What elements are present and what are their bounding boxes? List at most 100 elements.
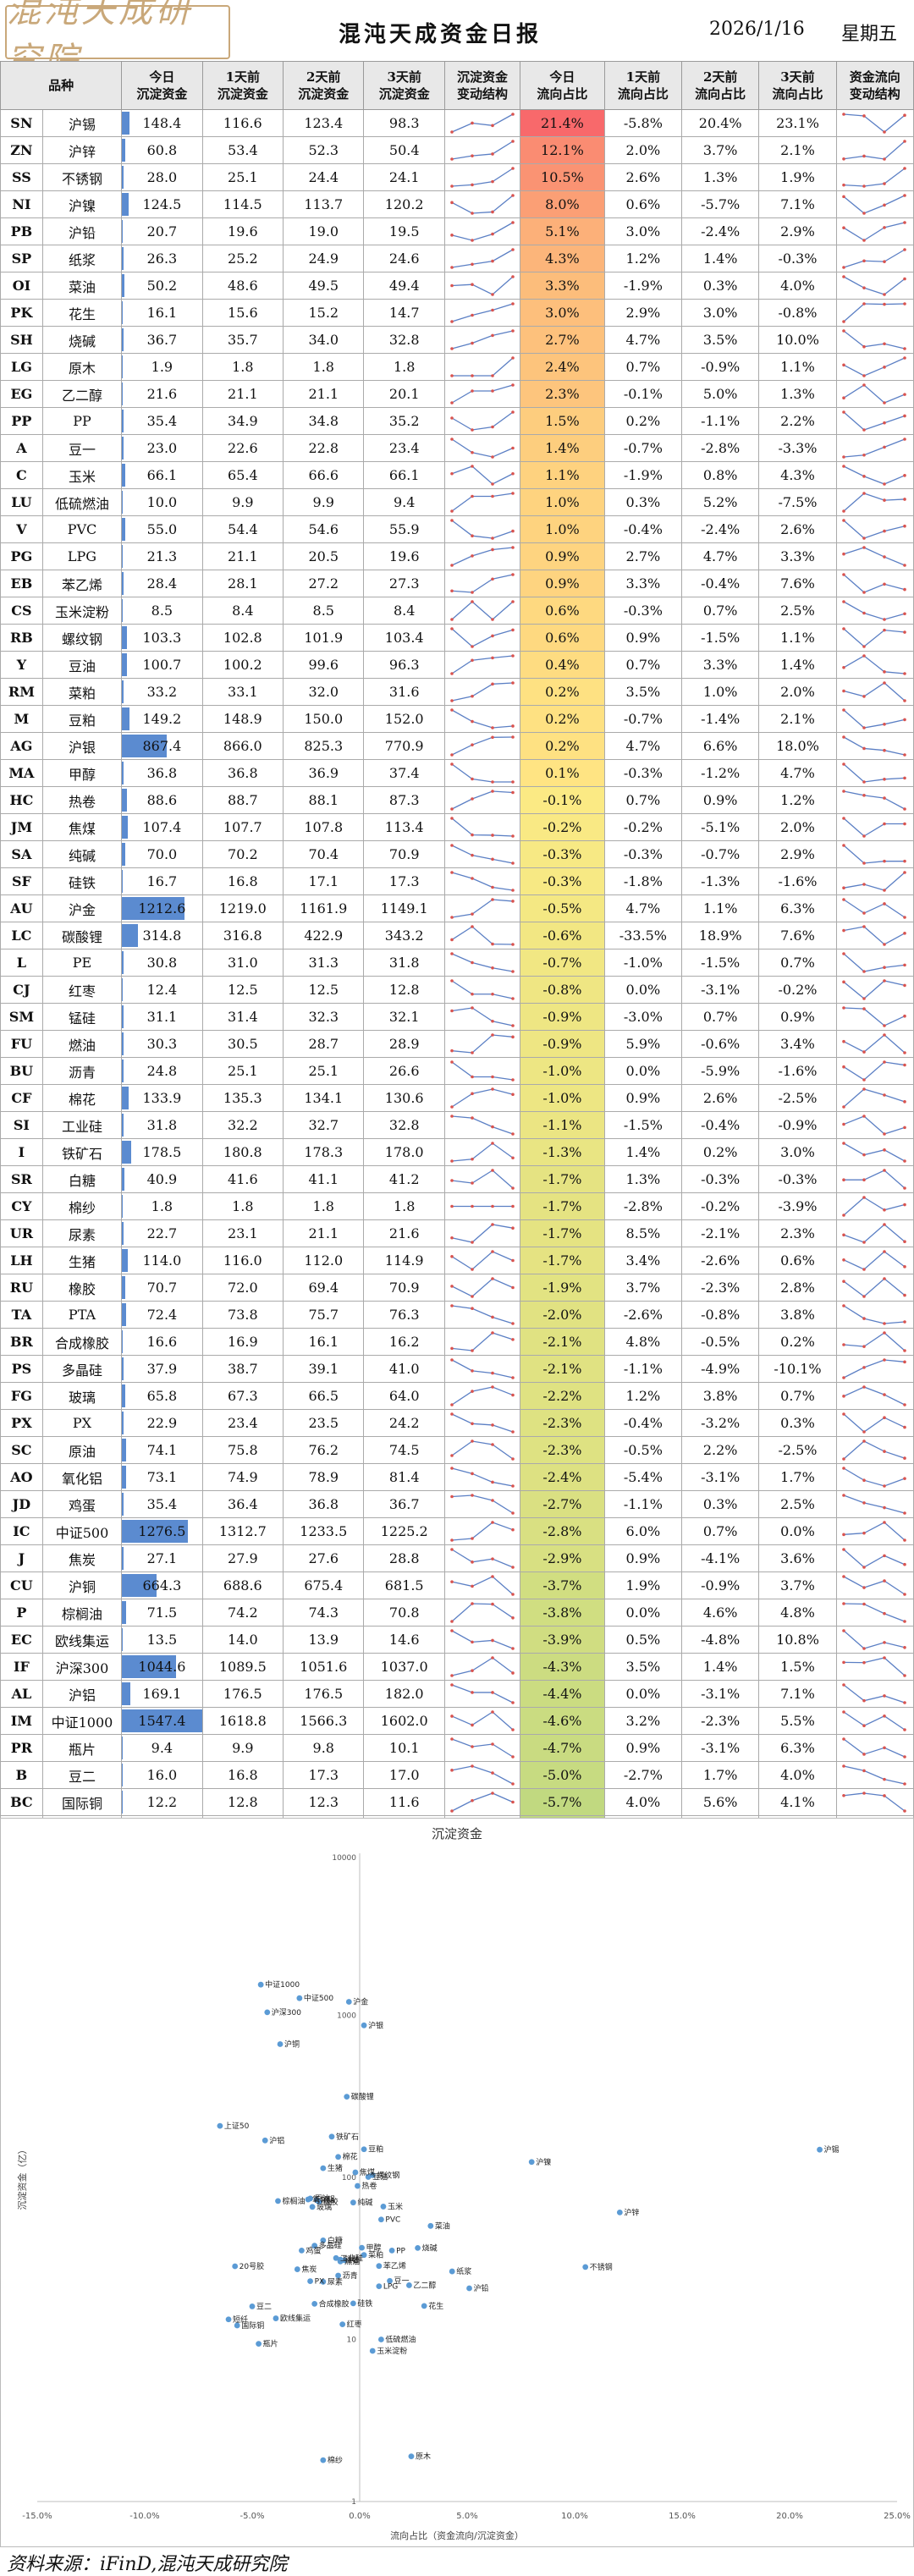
sparkline [452,1008,513,1026]
fund-2d-value: 15.2 [284,300,364,327]
point-label: 棉花 [343,2152,358,2162]
variety-code: Y [1,652,43,679]
flow-spark-cell [836,625,913,652]
sparkline-point [862,239,866,242]
point-label: 豆二 [256,2302,272,2311]
point-label: 豆粕 [368,2144,383,2155]
fund-2d-value: 24.9 [284,245,364,272]
col-header-1d-flow: 1天前流向占比 [604,62,681,110]
flow-1d-value: 2.9% [604,300,681,327]
sparkline-point [903,302,906,305]
sparkline [452,1604,513,1621]
sparkline-point [883,1450,886,1453]
flow-sparkline [837,625,911,651]
today-fund-cell: 65.8 [122,1383,202,1410]
fund-data-bar [122,843,125,866]
sparkline-point [862,1366,866,1369]
fund-3d-value: 64.0 [364,1383,444,1410]
fund-2d-value: 675.4 [284,1572,364,1599]
fund-sparkline [445,1410,520,1436]
sparkline-point [491,1205,494,1208]
fund-3d-value: 1602.0 [364,1708,444,1735]
fund-data-bar [122,789,126,812]
flow-3d-value: 18.0% [759,733,836,760]
fund-3d-value: 28.8 [364,1545,444,1572]
today-fund-value: 9.4 [151,1740,173,1756]
report-weekday: 星期五 [841,19,897,46]
fund-3d-value: 24.6 [364,245,444,272]
sparkline-point [862,286,866,289]
today-fund-cell: 16.6 [122,1329,202,1356]
variety-name: 菜粕 [42,679,121,706]
fund-2d-value: 99.6 [284,652,364,679]
today-flow-value: -2.1% [520,1356,605,1383]
fund-1d-value: 21.1 [202,381,283,408]
today-fund-value: 1212.6 [138,900,185,916]
fund-1d-value: 114.5 [202,191,283,218]
variety-name: 国际铜 [42,1789,121,1816]
flow-1d-value: 0.0% [604,977,681,1004]
today-fund-cell: 133.9 [122,1085,202,1112]
sparkline-point [491,683,494,686]
fund-data-bar [122,1303,125,1326]
flow-spark-cell [836,1789,913,1816]
sparkline-point [491,1126,494,1129]
sparkline-point [491,1575,494,1578]
point-label: 纯碱 [357,2198,372,2208]
flow-1d-value: 4.8% [604,1329,681,1356]
fund-1d-value: 1618.8 [202,1708,283,1735]
sparkline [452,195,513,213]
point-label: 原木 [416,2452,431,2462]
variety-name: 菜油 [42,272,121,300]
fund-1d-value: 31.0 [202,949,283,977]
fund-sparkline [445,354,520,380]
flow-sparkline [837,1356,911,1382]
fund-3d-value: 16.2 [364,1329,444,1356]
variety-name: 棉花 [42,1085,121,1112]
variety-name: 硅铁 [42,868,121,895]
sparkline-point [511,681,515,685]
sparkline-point [491,1603,494,1606]
today-fund-value: 149.2 [142,711,181,727]
sparkline [452,927,513,944]
sparkline-point [903,823,906,826]
today-flow-value: -3.8% [520,1599,605,1627]
sparkline-point [883,1656,886,1660]
today-flow-value: -0.6% [520,922,605,949]
flow-sparkline [837,1735,911,1761]
flow-3d-value: 2.3% [759,1220,836,1247]
flow-1d-value: 6.0% [604,1518,681,1545]
sparkline-point [842,573,845,576]
fund-2d-value: 66.6 [284,462,364,489]
fund-2d-value: 25.1 [284,1058,364,1085]
fund-2d-value: 21.1 [284,1220,364,1247]
fund-sparkline [445,1789,520,1815]
fund-3d-value: 178.0 [364,1139,444,1166]
point-label: 上证50 [224,2122,250,2131]
sparkline [844,304,905,322]
sparkline [452,1089,513,1107]
flow-spark-cell [836,354,913,381]
sparkline-point [862,794,866,797]
today-fund-cell: 1044.6 [122,1654,202,1681]
flow-3d-value: 23.1% [759,110,836,137]
sparkline-point [450,844,454,847]
fund-data-bar [122,1005,124,1028]
sparkline [844,1252,905,1269]
flow-spark-cell [836,1599,913,1627]
sparkline-point [450,1347,454,1351]
sparkline [452,791,513,809]
flow-sparkline [837,1329,911,1355]
scatter-svg: 沉淀资金-15.0%-10.0%-5.0%0.0%5.0%10.0%15.0%2… [0,1818,914,2547]
variety-name: 原油 [42,1437,121,1464]
today-fund-cell: 50.2 [122,272,202,300]
sparkline-point [450,1580,454,1583]
sparkline [452,1225,513,1242]
flow-3d-value: -7.5% [759,489,836,516]
